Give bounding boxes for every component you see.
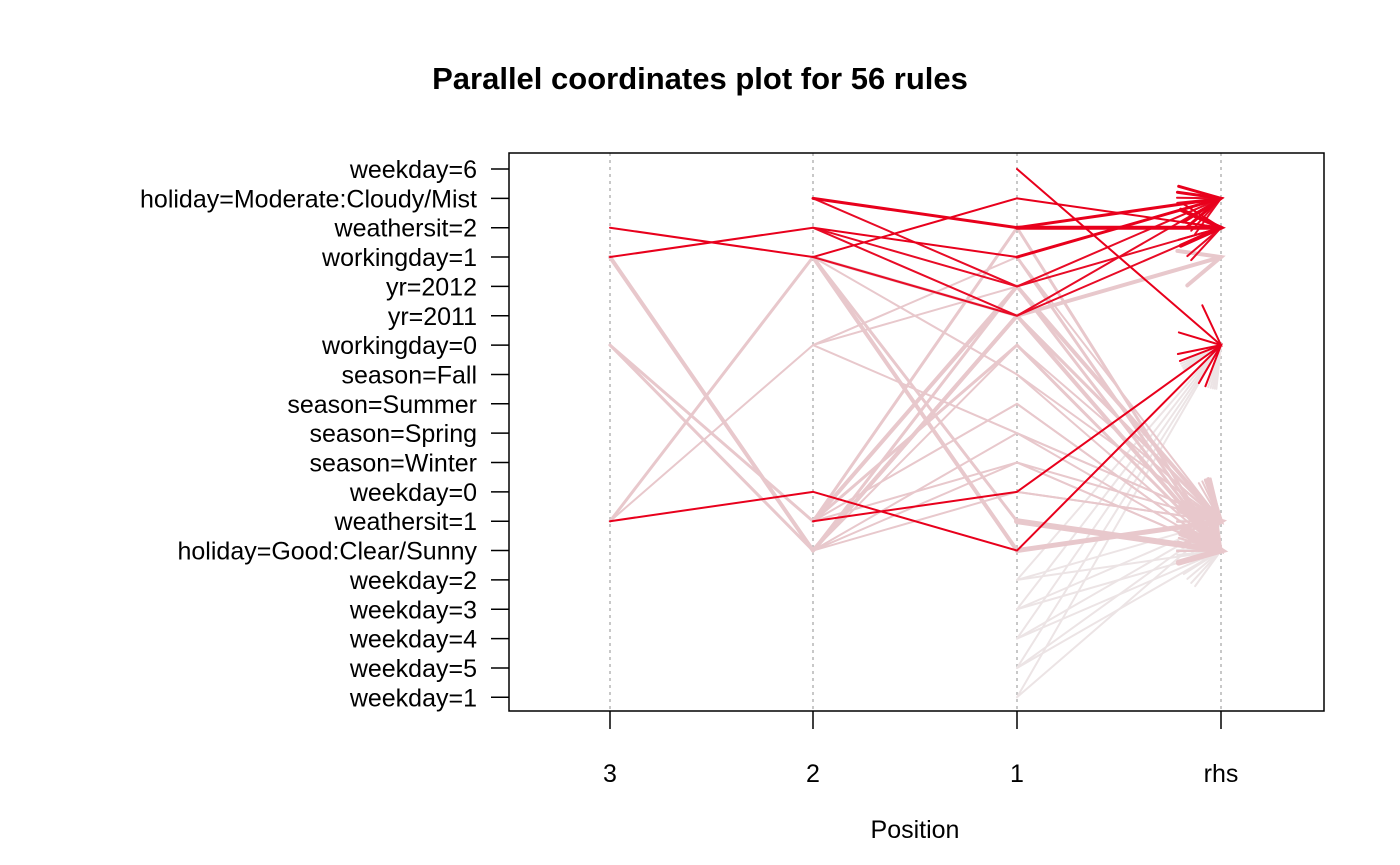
rule-line [1016, 344, 1222, 699]
y-tick-label: workingday=0 [321, 332, 477, 360]
x-tick-label: 1 [1010, 760, 1024, 788]
rule [1015, 207, 1226, 248]
rule-line [1016, 344, 1222, 523]
y-tick-label: weekday=2 [349, 567, 477, 595]
y-tick-label: weekday=0 [349, 479, 477, 507]
rule-line [608, 226, 1223, 553]
rule-line [812, 197, 1222, 317]
y-tick-label: weekday=1 [349, 684, 477, 712]
y-axis: weekday=6holiday=Moderate:Cloudy/Mistwea… [140, 156, 509, 712]
grid-lines [609, 153, 1222, 711]
y-tick-label: season=Fall [342, 361, 478, 389]
y-tick-label: weekday=3 [349, 596, 477, 624]
y-tick-label: weekday=6 [349, 156, 477, 184]
y-tick-label: weekday=5 [349, 655, 477, 683]
rule-arrowhead [1178, 207, 1226, 248]
rule-lines [608, 168, 1229, 699]
x-tick-label: rhs [1204, 760, 1239, 788]
rule-arrowhead [1176, 343, 1223, 385]
x-tick-label: 2 [806, 760, 820, 788]
y-tick-label: workingday=1 [321, 244, 477, 272]
rule-arrowhead [1178, 478, 1224, 524]
rule-line [1016, 461, 1222, 523]
x-axis-title: Position [871, 816, 960, 844]
chart-title: Parallel coordinates plot for 56 rules [432, 61, 968, 96]
rule [811, 184, 1225, 230]
y-tick-label: holiday=Moderate:Cloudy/Mist [140, 185, 477, 213]
rule-arrowhead [1180, 506, 1224, 554]
y-tick-label: yr=2011 [388, 303, 477, 331]
y-tick-label: weekday=4 [349, 626, 477, 654]
rule [812, 343, 1223, 523]
x-axis: 3 2 1 rhs [603, 711, 1238, 788]
y-tick-label: season=Summer [287, 391, 477, 419]
y-tick-label: season=Winter [310, 450, 477, 478]
x-tick-label: 3 [603, 760, 617, 788]
rule-line [1016, 168, 1222, 347]
rule-line [812, 344, 1222, 523]
rule-line [1015, 255, 1223, 553]
y-tick-label: holiday=Good:Clear/Sunny [178, 538, 478, 566]
y-tick-label: season=Spring [310, 420, 477, 448]
y-tick-label: weathersit=1 [334, 508, 477, 536]
y-tick-label: yr=2012 [386, 273, 477, 301]
rule-line [1016, 490, 1222, 523]
plot-frame [508, 152, 1325, 712]
rule-line [609, 344, 1222, 552]
y-tick-label: weathersit=2 [334, 215, 477, 243]
